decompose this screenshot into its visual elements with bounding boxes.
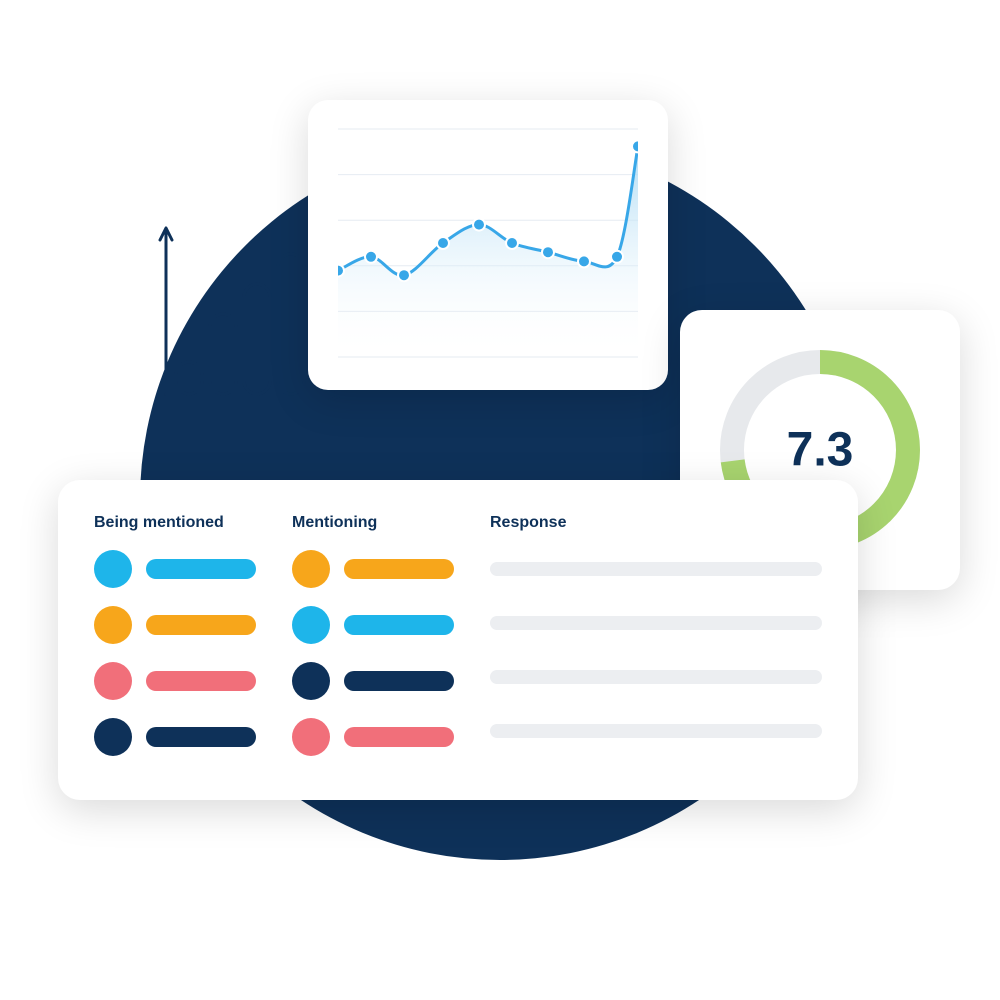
list-item <box>292 550 454 588</box>
mentions-table-card: Being mentioned Mentioning Response <box>58 480 858 800</box>
rows-mentioning <box>292 550 454 774</box>
list-item <box>292 662 454 700</box>
col-being-mentioned: Being mentioned <box>94 514 256 766</box>
rows-response <box>490 550 822 778</box>
label-pill <box>344 727 454 747</box>
col-mentioning: Mentioning <box>292 514 454 766</box>
response-bar <box>490 562 822 576</box>
list-item <box>94 550 256 588</box>
label-pill <box>146 727 256 747</box>
list-item <box>292 718 454 756</box>
label-pill <box>344 559 454 579</box>
col-header-mentioning: Mentioning <box>292 514 454 532</box>
color-dot <box>94 718 132 756</box>
rows-being-mentioned <box>94 550 256 774</box>
color-dot <box>94 550 132 588</box>
area-chart <box>338 128 638 358</box>
col-response: Response <box>490 514 822 766</box>
color-dot <box>94 662 132 700</box>
area-chart-card <box>308 100 668 390</box>
label-pill <box>146 671 256 691</box>
color-dot <box>292 662 330 700</box>
list-item <box>94 662 256 700</box>
list-item <box>292 606 454 644</box>
label-pill <box>344 671 454 691</box>
color-dot <box>94 606 132 644</box>
col-header-being-mentioned: Being mentioned <box>94 514 256 532</box>
score-value: 7.3 <box>787 423 854 478</box>
color-dot <box>292 550 330 588</box>
color-dot <box>292 718 330 756</box>
list-item <box>94 606 256 644</box>
response-bar <box>490 724 822 738</box>
response-bar <box>490 670 822 684</box>
col-header-response: Response <box>490 514 822 532</box>
response-bar <box>490 616 822 630</box>
label-pill <box>146 615 256 635</box>
list-item <box>94 718 256 756</box>
color-dot <box>292 606 330 644</box>
label-pill <box>344 615 454 635</box>
label-pill <box>146 559 256 579</box>
